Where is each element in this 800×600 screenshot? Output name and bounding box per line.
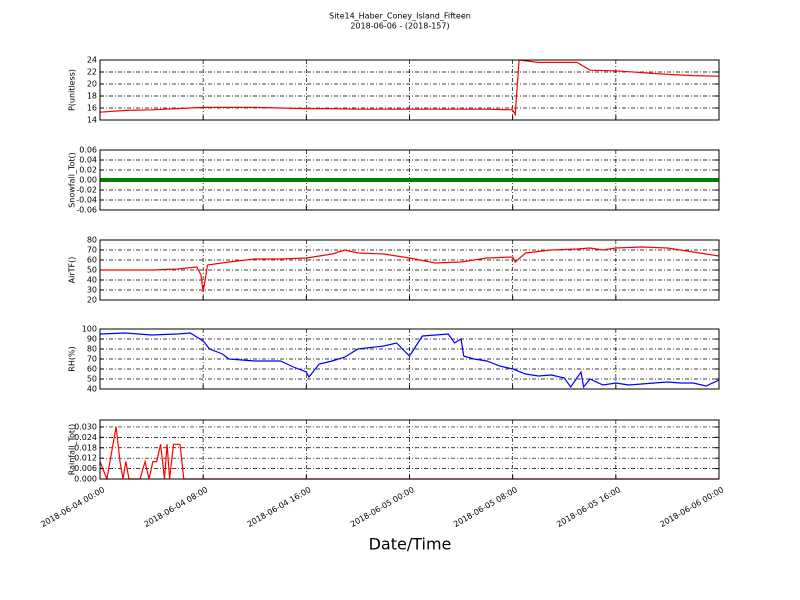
y-tick-label: 0.00 <box>79 176 97 185</box>
y-tick-label: 60 <box>87 365 97 374</box>
y-tick-label: 18 <box>87 92 97 101</box>
chart-title: Site14_Haber_Coney_Island_Fifteen <box>329 12 471 21</box>
y-tick-label: 16 <box>87 104 97 113</box>
data-line <box>100 246 719 293</box>
y-tick-label: 50 <box>87 375 97 384</box>
y-tick-label: 80 <box>87 345 97 354</box>
y-tick-label: -0.02 <box>76 186 97 195</box>
y-tick-label: 20 <box>87 296 97 305</box>
y-tick-label: 24 <box>87 56 97 65</box>
y-axis-label: Rainfall_Tot() <box>68 424 77 476</box>
y-tick-label: 90 <box>87 335 97 344</box>
y-tick-label: 0.006 <box>74 464 97 473</box>
y-tick-label: 30 <box>87 286 97 295</box>
y-tick-label: 70 <box>87 246 97 255</box>
y-tick-label: 100 <box>82 325 97 334</box>
y-tick-label: 0.030 <box>74 422 97 431</box>
y-tick-label: 22 <box>87 68 97 77</box>
x-axis-label: Date/Time <box>369 535 452 554</box>
data-line <box>100 332 719 389</box>
plot-frame <box>99 59 720 121</box>
y-tick-label: 14 <box>87 116 97 125</box>
y-tick-label: 0.02 <box>79 166 97 175</box>
y-tick-label: 0.012 <box>74 454 97 463</box>
y-tick-label: 0.018 <box>74 443 97 452</box>
plot-frame <box>99 328 720 390</box>
y-axis-label: AirTF() <box>68 257 77 284</box>
y-tick-label: 0.000 <box>74 475 97 484</box>
y-tick-label: 40 <box>87 276 97 285</box>
y-tick-label: 80 <box>87 236 97 245</box>
y-axis-label: P(unitless) <box>68 69 77 111</box>
y-axis-label: RH(%) <box>68 346 77 371</box>
plot-frame <box>99 239 720 301</box>
data-line <box>100 426 719 480</box>
plot-frame <box>99 419 720 480</box>
y-tick-label: 20 <box>87 80 97 89</box>
data-line <box>100 59 719 117</box>
y-tick-label: -0.04 <box>76 196 97 205</box>
chart-subtitle: 2018-06-06 - (2018-157) <box>350 22 449 31</box>
y-tick-label: 60 <box>87 256 97 265</box>
y-tick-label: 70 <box>87 355 97 364</box>
y-axis-label: Snowfall_Tot() <box>68 152 77 208</box>
plot-frame <box>99 149 720 211</box>
y-tick-label: 0.024 <box>74 433 97 442</box>
y-tick-label: -0.06 <box>76 206 97 215</box>
y-tick-label: 50 <box>87 266 97 275</box>
y-tick-label: 0.06 <box>79 146 97 155</box>
y-tick-label: 0.04 <box>79 156 97 165</box>
y-tick-label: 40 <box>87 385 97 394</box>
